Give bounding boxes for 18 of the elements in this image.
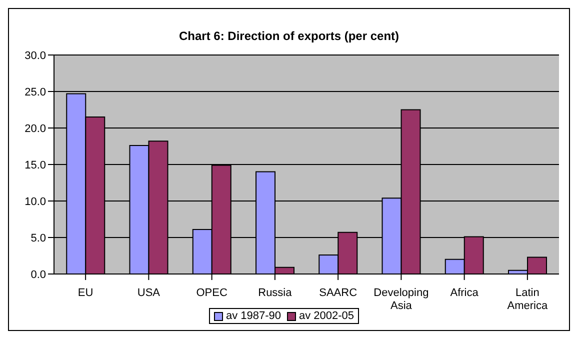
x-tick-label: Developing Asia xyxy=(374,287,429,312)
y-tick-label: 30.0 xyxy=(24,50,46,62)
legend-label: av 2002-05 xyxy=(298,310,354,322)
y-tick-label: 15.0 xyxy=(24,159,46,172)
x-tick-label: OPEC xyxy=(196,287,228,299)
x-tick-label: Russia xyxy=(258,287,293,299)
y-tick-label: 25.0 xyxy=(24,86,46,98)
x-tick-label: SAARC xyxy=(319,287,358,299)
chart-title: Chart 6: Direction of exports (per cent) xyxy=(178,29,400,43)
x-tick-label: EU xyxy=(78,287,94,299)
y-tick-label: 10.0 xyxy=(24,196,46,208)
x-tick-label: Africa xyxy=(450,287,480,299)
x-tick-label: Latin America xyxy=(507,287,548,312)
y-tick-label: 5.0 xyxy=(30,232,46,244)
y-tick-label: 20.0 xyxy=(24,122,46,135)
y-tick-label: 0.0 xyxy=(30,268,46,281)
x-tick-label: USA xyxy=(137,287,161,299)
legend-label: av 1987-90 xyxy=(224,310,281,322)
